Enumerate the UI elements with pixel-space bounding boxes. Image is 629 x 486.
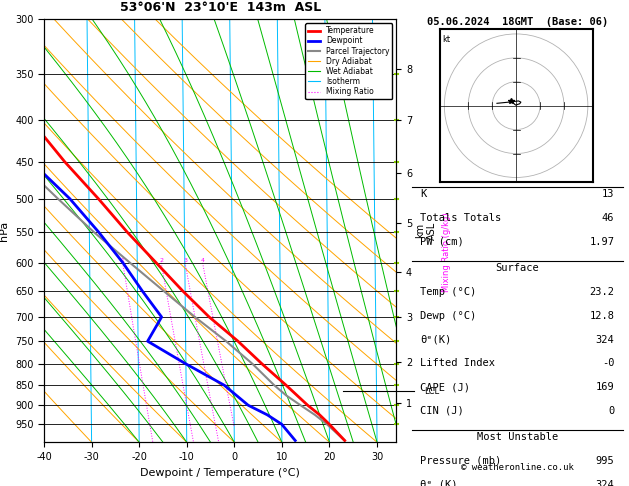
Text: 4: 4 [201, 258, 204, 263]
Text: Totals Totals: Totals Totals [420, 213, 502, 223]
Text: Dewp (°C): Dewp (°C) [420, 311, 477, 321]
Text: 05.06.2024  18GMT  (Base: 06): 05.06.2024 18GMT (Base: 06) [426, 17, 608, 27]
Text: 2: 2 [159, 258, 164, 263]
Text: -0: -0 [602, 358, 615, 368]
X-axis label: Dewpoint / Temperature (°C): Dewpoint / Temperature (°C) [140, 468, 300, 478]
Text: Temp (°C): Temp (°C) [420, 287, 477, 297]
Text: © weatheronline.co.uk: © weatheronline.co.uk [461, 463, 574, 471]
Text: Lifted Index: Lifted Index [420, 358, 496, 368]
Text: kt: kt [443, 35, 451, 44]
Text: θᵉ (K): θᵉ (K) [420, 480, 458, 486]
Text: 46: 46 [602, 213, 615, 223]
Y-axis label: km
ASL: km ASL [415, 222, 437, 240]
Text: Most Unstable: Most Unstable [477, 432, 558, 442]
Title: 53°06'N  23°10'E  143m  ASL: 53°06'N 23°10'E 143m ASL [120, 1, 321, 14]
Legend: Temperature, Dewpoint, Parcel Trajectory, Dry Adiabat, Wet Adiabat, Isotherm, Mi: Temperature, Dewpoint, Parcel Trajectory… [305, 23, 392, 99]
Text: 1: 1 [121, 258, 125, 263]
Text: 12.8: 12.8 [589, 311, 615, 321]
Text: K: K [420, 190, 426, 199]
Text: 1.97: 1.97 [589, 237, 615, 247]
Text: Surface: Surface [496, 263, 539, 273]
Text: 169: 169 [596, 382, 615, 392]
Text: 3: 3 [183, 258, 187, 263]
Text: 324: 324 [596, 480, 615, 486]
Text: LCL: LCL [425, 387, 440, 396]
Text: PW (cm): PW (cm) [420, 237, 464, 247]
Text: 324: 324 [596, 334, 615, 345]
Y-axis label: hPa: hPa [0, 221, 9, 241]
Text: 23.2: 23.2 [589, 287, 615, 297]
Text: 13: 13 [602, 190, 615, 199]
Text: CAPE (J): CAPE (J) [420, 382, 470, 392]
Text: CIN (J): CIN (J) [420, 406, 464, 416]
Text: Mixing Ratio (g/kg): Mixing Ratio (g/kg) [442, 212, 451, 292]
Text: θᵉ(K): θᵉ(K) [420, 334, 452, 345]
Text: 995: 995 [596, 456, 615, 466]
Text: Pressure (mb): Pressure (mb) [420, 456, 502, 466]
Text: 0: 0 [608, 406, 615, 416]
